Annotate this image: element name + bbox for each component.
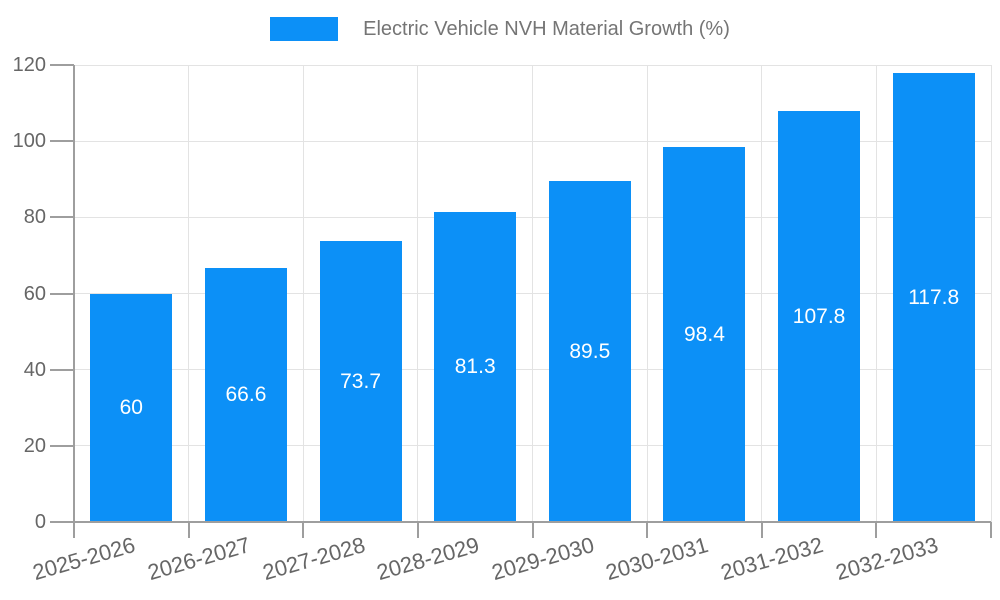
x-tick-mark <box>990 522 992 538</box>
gridline-vertical <box>990 65 992 522</box>
bar-value-label: 81.3 <box>454 355 496 379</box>
y-tick-label: 80 <box>23 206 46 229</box>
gridline-vertical <box>761 65 763 522</box>
y-tick-mark <box>50 292 74 295</box>
x-tick-mark <box>875 522 878 538</box>
gridline-vertical <box>188 65 190 522</box>
x-tick-mark <box>760 522 763 538</box>
bar-value-label: 66.6 <box>225 383 267 407</box>
bar-value-label: 117.8 <box>908 285 960 309</box>
y-tick-label: 60 <box>23 282 46 305</box>
x-tick-mark <box>302 522 305 538</box>
y-tick-mark <box>50 444 74 447</box>
y-tick-label: 120 <box>12 54 46 76</box>
bar-value-label: 89.5 <box>569 339 611 363</box>
legend-label: Electric Vehicle NVH Material Growth (%) <box>363 17 730 40</box>
chart-legend[interactable]: Electric Vehicle NVH Material Growth (%) <box>0 17 1000 41</box>
bar: 117.8 <box>892 73 975 522</box>
y-tick-label: 40 <box>23 358 46 381</box>
bar-value-label: 73.7 <box>340 369 381 393</box>
x-axis-line <box>73 521 991 523</box>
y-tick-mark <box>50 216 74 219</box>
bar: 60 <box>90 293 173 522</box>
y-tick-mark <box>50 140 74 143</box>
gridline-vertical <box>875 65 877 522</box>
y-tick-mark <box>50 64 74 66</box>
y-tick-mark <box>50 521 74 523</box>
gridline-vertical <box>646 65 648 522</box>
gridline-vertical <box>532 65 533 522</box>
y-tick-mark <box>50 368 74 371</box>
y-tick-label: 20 <box>23 434 46 457</box>
bar-value-label: 107.8 <box>792 304 846 328</box>
y-tick-label: 0 <box>34 511 46 533</box>
y-tick-label: 100 <box>12 130 46 153</box>
bar: 107.8 <box>778 111 861 522</box>
gridline-vertical <box>417 65 419 522</box>
gridline-vertical <box>302 65 304 522</box>
x-tick-mark <box>187 522 190 538</box>
bar: 89.5 <box>548 181 631 522</box>
bar: 98.4 <box>663 147 746 522</box>
bar: 81.3 <box>434 212 517 522</box>
x-tick-mark <box>646 522 649 538</box>
bar-value-label: 60 <box>119 395 143 419</box>
legend-swatch <box>270 17 339 41</box>
y-axis-line <box>73 65 75 538</box>
x-tick-mark <box>531 522 534 538</box>
x-tick-mark <box>416 522 419 538</box>
bar: 73.7 <box>319 241 402 522</box>
bar-value-label: 98.4 <box>684 322 725 346</box>
bar: 66.6 <box>204 268 287 522</box>
plot-area: 60 66.6 73.7 81.3 89.5 98.4 107.8 117.8 <box>74 64 992 522</box>
